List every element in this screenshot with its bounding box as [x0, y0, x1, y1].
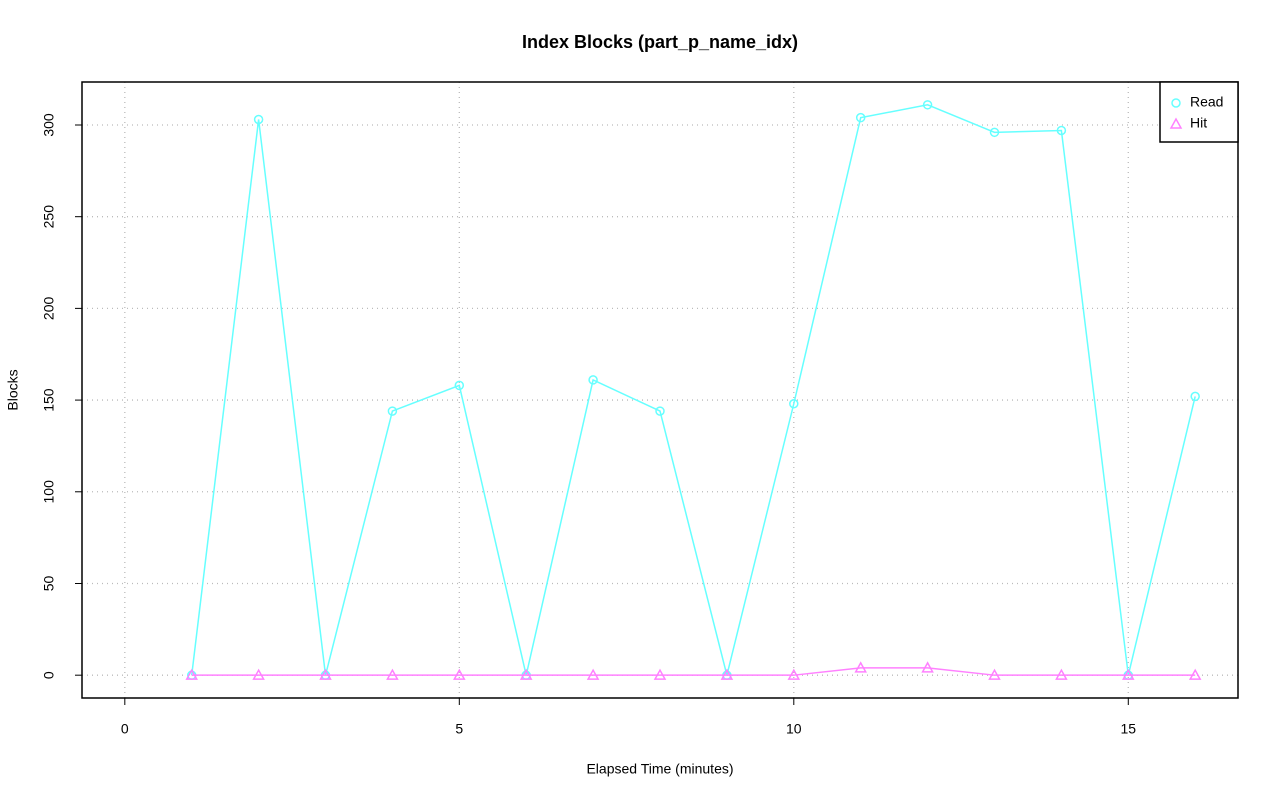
point-marker	[319, 668, 332, 680]
point-marker	[1188, 668, 1202, 680]
chart-title: Index Blocks (part_p_name_idx)	[522, 32, 798, 52]
y-axis-label: Blocks	[5, 369, 21, 410]
legend-marker	[1169, 117, 1183, 129]
series-line	[191, 667, 1196, 676]
point-marker	[453, 668, 466, 680]
point-marker	[386, 668, 399, 680]
point-marker	[720, 668, 734, 680]
y-tick-label: 0	[41, 671, 57, 679]
point-marker	[1190, 391, 1200, 402]
point-marker	[921, 661, 934, 673]
point-marker	[1122, 668, 1135, 680]
y-tick-label: 250	[41, 205, 57, 229]
point-marker	[252, 668, 265, 680]
x-axis-label: Elapsed Time (minutes)	[586, 761, 733, 777]
x-tick-label: 15	[1120, 721, 1136, 737]
point-marker	[989, 127, 1000, 138]
point-marker	[854, 661, 867, 673]
y-tick-label: 100	[41, 480, 57, 504]
plot-frame	[81, 81, 1239, 699]
y-tick-label: 300	[41, 113, 57, 137]
x-tick-label: 5	[455, 721, 463, 737]
point-marker	[855, 112, 866, 123]
x-tick-label: 10	[786, 721, 802, 737]
point-marker	[655, 406, 665, 416]
point-marker	[454, 380, 465, 391]
point-marker	[586, 668, 600, 680]
point-marker	[1056, 125, 1067, 136]
point-marker	[387, 406, 398, 416]
y-tick-label: 200	[41, 296, 57, 320]
point-marker	[519, 668, 533, 680]
point-marker	[653, 668, 667, 680]
point-marker	[922, 100, 933, 110]
point-marker	[988, 668, 1001, 680]
point-marker	[1055, 668, 1068, 680]
legend-label: Hit	[1190, 115, 1207, 131]
legend-marker	[1171, 98, 1181, 108]
point-marker	[789, 399, 799, 409]
legend-box	[1159, 81, 1239, 143]
y-tick-label: 50	[41, 575, 57, 591]
legend-label: Read	[1190, 94, 1223, 110]
point-marker	[588, 375, 598, 385]
point-marker	[185, 668, 198, 680]
y-tick-label: 150	[41, 388, 57, 412]
x-tick-label: 0	[121, 721, 129, 737]
point-marker	[253, 114, 264, 125]
point-marker	[787, 668, 801, 680]
series-line	[190, 104, 1196, 676]
